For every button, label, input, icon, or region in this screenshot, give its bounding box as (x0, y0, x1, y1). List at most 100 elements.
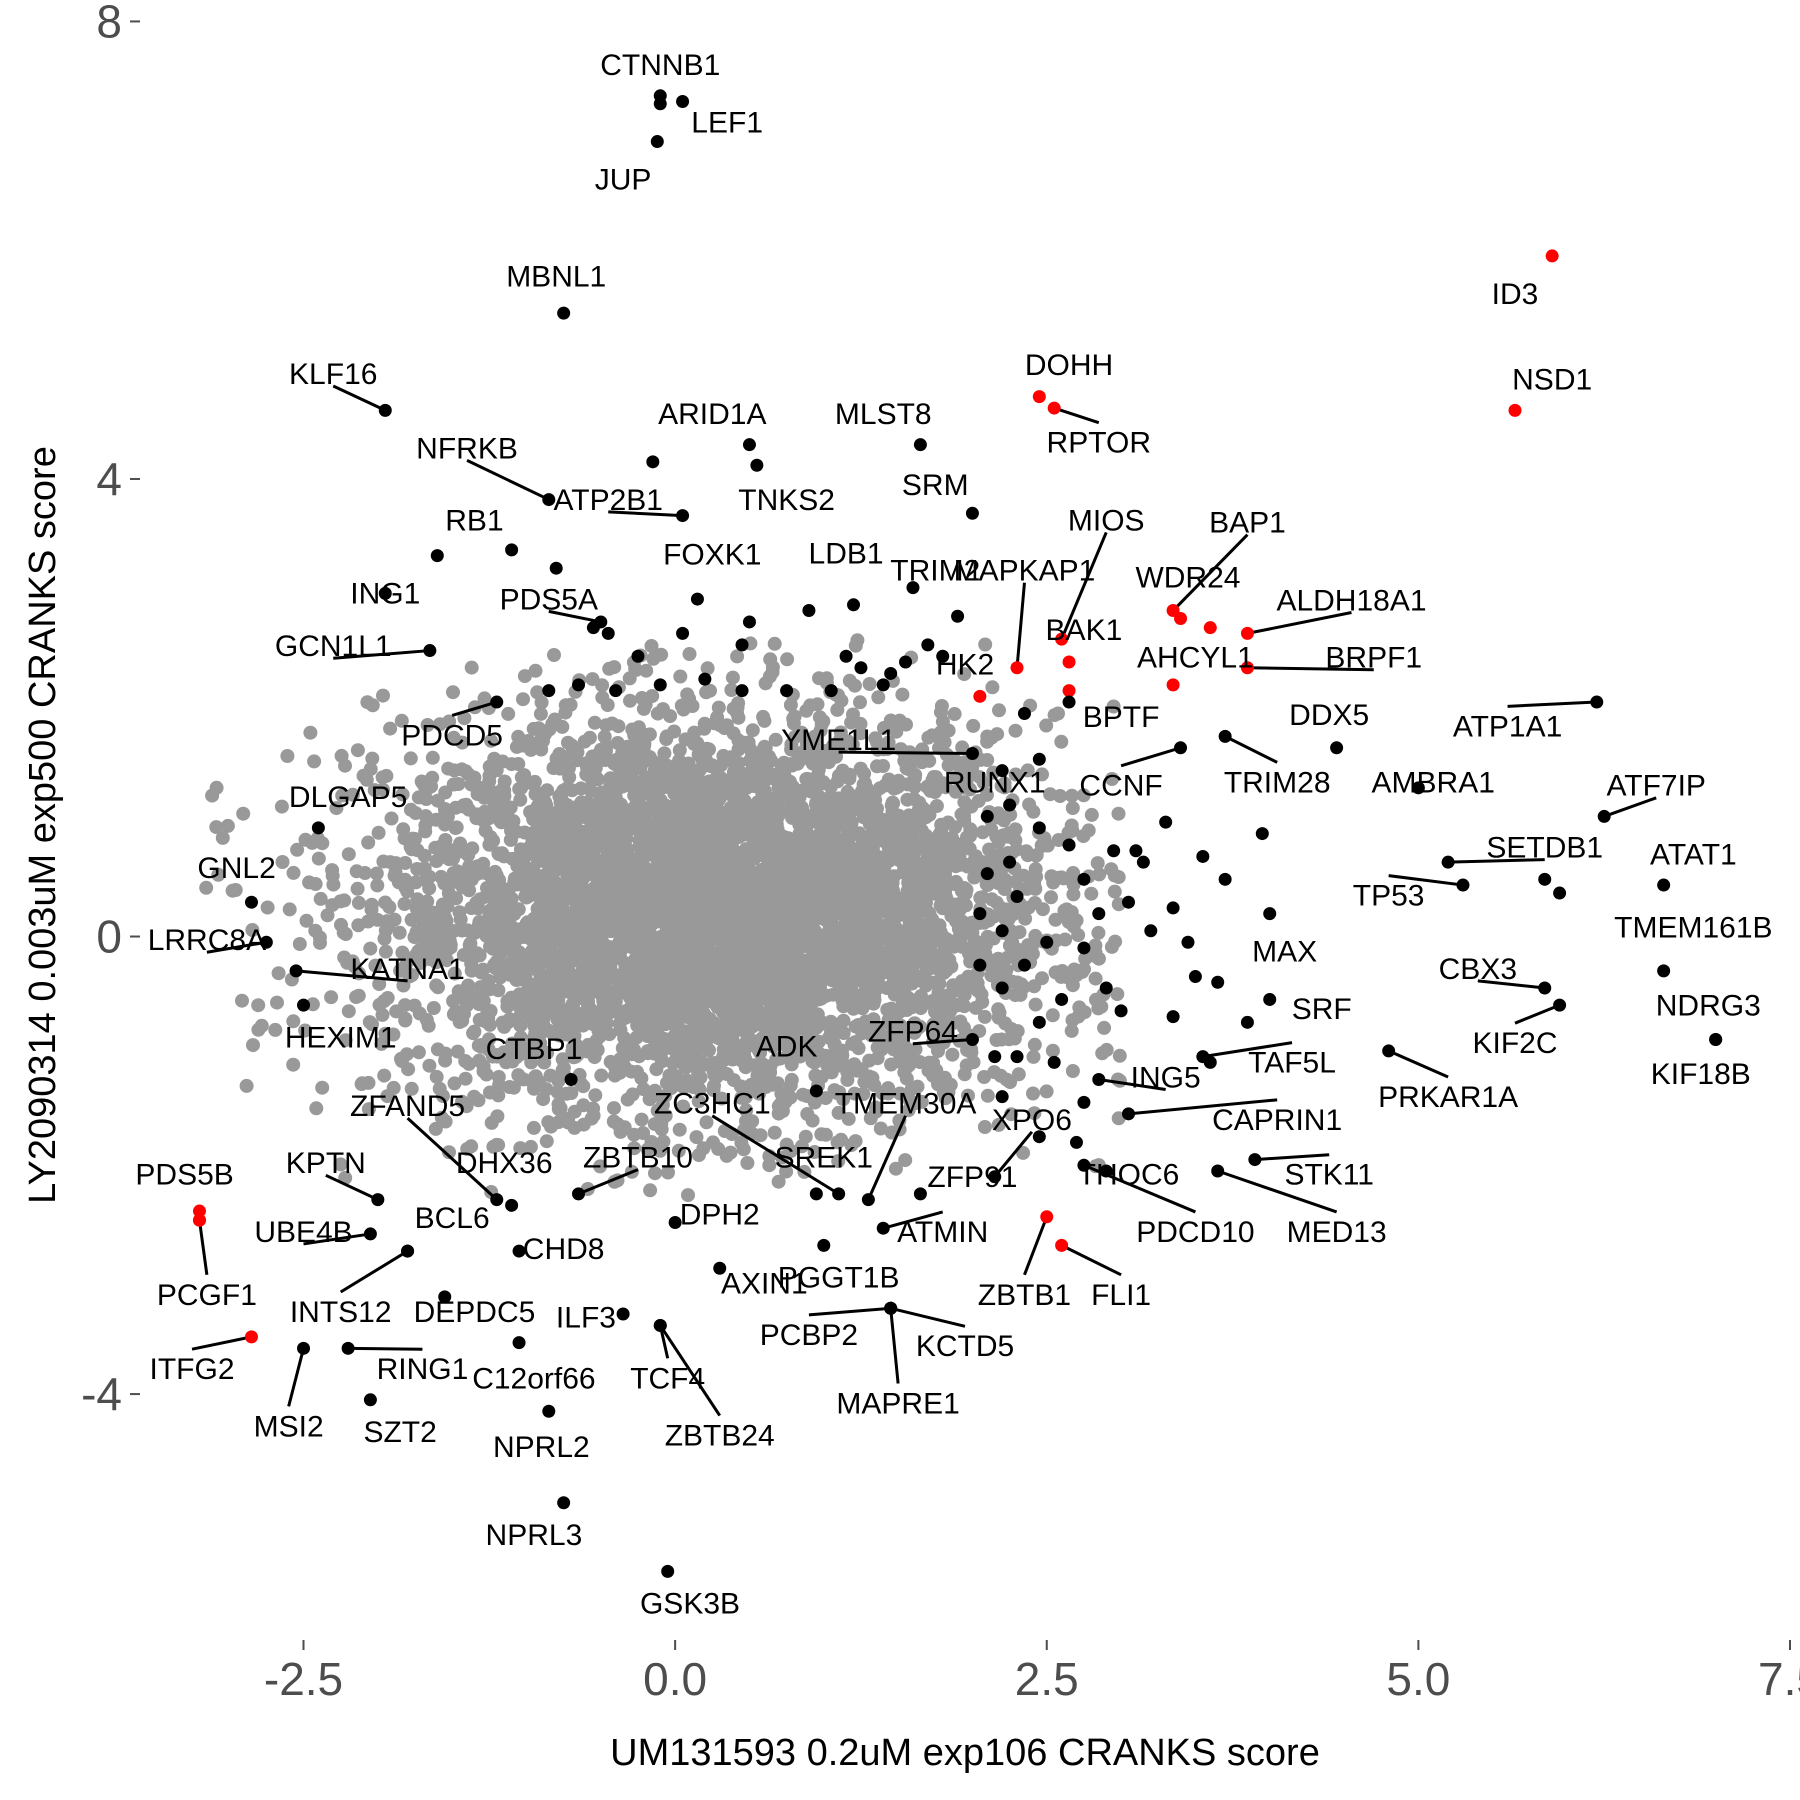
background-point (307, 754, 322, 769)
background-point (658, 1013, 673, 1027)
background-point (351, 895, 366, 910)
background-point (517, 825, 532, 840)
background-point (1111, 806, 1126, 821)
background-point (754, 956, 769, 971)
background-point (1112, 1048, 1127, 1063)
background-point (962, 946, 976, 961)
background-point (681, 1188, 695, 1203)
background-point (926, 1056, 941, 1070)
background-point (506, 1080, 521, 1095)
background-point (215, 830, 230, 845)
background-point (275, 855, 290, 869)
background-point (581, 994, 596, 1009)
background-point (758, 740, 773, 755)
background-point (934, 705, 948, 720)
background-point (523, 1010, 538, 1025)
background-point (1091, 925, 1106, 940)
background-point (350, 743, 365, 758)
background-point (760, 790, 775, 804)
background-point (686, 821, 701, 836)
background-point (583, 866, 598, 881)
background-point (546, 902, 561, 917)
background-point (598, 753, 613, 768)
background-point (324, 990, 339, 1005)
background-point (374, 1036, 389, 1051)
background-point (869, 833, 884, 848)
background-point (225, 883, 240, 898)
background-point (991, 1002, 1006, 1017)
background-point (271, 966, 286, 981)
background-point (559, 1086, 574, 1101)
background-point (286, 1057, 301, 1072)
background-point (957, 988, 972, 1003)
background-point (611, 719, 626, 734)
background-point (804, 931, 819, 946)
background-point (593, 1006, 608, 1021)
background-point (593, 855, 608, 870)
background-point (502, 893, 517, 908)
background-point (802, 912, 817, 927)
background-point (299, 913, 314, 928)
background-point (422, 1058, 437, 1073)
background-point (1046, 875, 1061, 890)
background-point (977, 1009, 992, 1024)
background-point (738, 936, 753, 951)
background-point (428, 1121, 443, 1136)
background-point (450, 1044, 465, 1059)
background-point (684, 864, 699, 878)
background-point (574, 967, 589, 982)
background-point (1055, 964, 1070, 978)
background-point (469, 811, 484, 826)
background-point (725, 926, 740, 941)
background-point (484, 1115, 499, 1130)
background-point (1039, 718, 1054, 733)
background-point (963, 829, 977, 844)
background-point (783, 1090, 798, 1105)
background-point (763, 969, 778, 983)
background-point (587, 805, 602, 819)
background-point (458, 1071, 473, 1086)
background-point (625, 722, 640, 737)
background-point (282, 902, 297, 917)
background-point (411, 1045, 426, 1060)
background-point (570, 799, 584, 814)
background-point (575, 853, 590, 867)
background-point (901, 892, 916, 907)
background-point (823, 779, 838, 794)
background-point (1090, 856, 1105, 871)
background-point (719, 718, 734, 733)
background-point (533, 888, 548, 903)
background-point (706, 1135, 720, 1150)
background-point (280, 749, 295, 763)
background-point (745, 723, 760, 738)
background-point (1064, 818, 1079, 833)
background-point (401, 1062, 416, 1077)
background-point (587, 715, 602, 730)
background-point (1064, 788, 1079, 803)
background-point (840, 805, 855, 820)
background-point (1026, 1086, 1040, 1101)
background-point (333, 1157, 348, 1172)
background-point (738, 1060, 753, 1075)
background-point (626, 938, 641, 953)
background-point (762, 669, 777, 684)
background-point (899, 908, 914, 923)
background-point (719, 1067, 734, 1081)
background-point (360, 695, 375, 710)
background-point (495, 1015, 510, 1030)
background-point (818, 1127, 833, 1142)
background-point (656, 702, 670, 717)
background-point (270, 995, 284, 1010)
background-point (1065, 978, 1080, 993)
background-point (441, 761, 456, 776)
background-point (587, 1050, 602, 1065)
background-point (654, 832, 669, 847)
background-point (606, 1114, 621, 1129)
background-point (320, 908, 335, 923)
background-point (627, 1141, 642, 1156)
background-point (786, 995, 801, 1010)
background-point (623, 693, 637, 708)
background-point (549, 818, 564, 833)
background-point (638, 1006, 653, 1020)
background-point (873, 1121, 888, 1136)
